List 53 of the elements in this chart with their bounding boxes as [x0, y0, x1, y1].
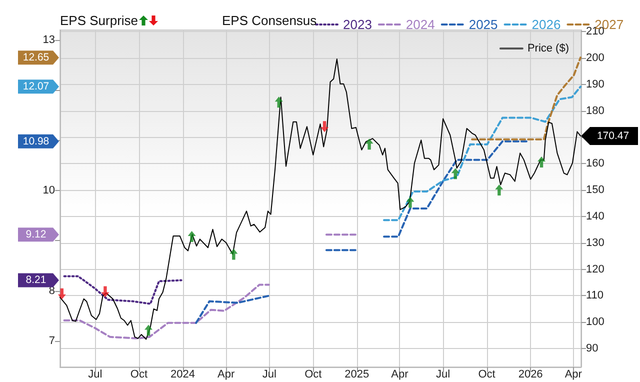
y2-tick-label: 150: [586, 184, 604, 196]
y2-tick-label: 100: [586, 316, 604, 328]
x-tick-label: Oct: [478, 368, 496, 380]
legend-label: 2024: [406, 17, 435, 32]
y-tick-label: 7: [48, 334, 55, 347]
x-tick-label: 2025: [344, 368, 370, 380]
y2-tick-label: 200: [586, 52, 604, 64]
point: [406, 196, 414, 208]
y2-tick-label: 190: [586, 78, 604, 90]
point: [538, 156, 546, 168]
point: [230, 248, 238, 260]
y-tick-label: 13: [42, 34, 55, 46]
legend-title: EPS Consensus: [222, 13, 317, 28]
x-tick-label: Jul: [88, 368, 102, 380]
x-tick-label: 2026: [518, 368, 543, 380]
text: 12.65: [22, 52, 50, 64]
x-tick-label: Apr: [564, 368, 582, 380]
legend-label: 2026: [532, 17, 561, 32]
x-tick-label: Oct: [304, 368, 322, 380]
x-tick-label: Apr: [217, 368, 235, 380]
x-tick-label: Oct: [130, 368, 148, 380]
point: [495, 184, 504, 196]
point: [58, 288, 66, 300]
text: EPS Surprise: [60, 13, 138, 28]
text: 12.07: [22, 80, 50, 93]
legend-label: 2023: [343, 17, 372, 32]
data-label: 170.47: [596, 130, 630, 142]
y-tick-label: 10: [42, 184, 55, 196]
line-series: [383, 86, 582, 222]
line-series: [63, 275, 182, 305]
x-tick-label: 2024: [170, 368, 195, 380]
point: [320, 121, 329, 132]
point: [365, 138, 374, 150]
text: 10.98: [22, 135, 50, 148]
x-tick-label: Apr: [391, 368, 409, 380]
y2-tick-label: 140: [586, 210, 604, 222]
y2-tick-label: 130: [586, 236, 604, 249]
text: 8.21: [26, 274, 46, 286]
x-tick-label: Jul: [262, 368, 276, 380]
point: [101, 286, 110, 298]
point: [274, 96, 283, 108]
legend-label: 2025: [468, 17, 498, 32]
point: [451, 168, 460, 180]
y2-tick-label: 160: [586, 158, 604, 170]
line-series: [471, 56, 582, 140]
text: 9.12: [26, 228, 46, 241]
x-tick-label: Jul: [436, 368, 450, 380]
y2-tick-label: 90: [586, 342, 598, 355]
point: [188, 231, 196, 242]
y2-tick-label: 110: [586, 290, 604, 302]
y2-tick-label: 120: [586, 263, 604, 276]
text: Price ($): [527, 42, 569, 54]
y2-tick-label: 180: [586, 104, 604, 117]
